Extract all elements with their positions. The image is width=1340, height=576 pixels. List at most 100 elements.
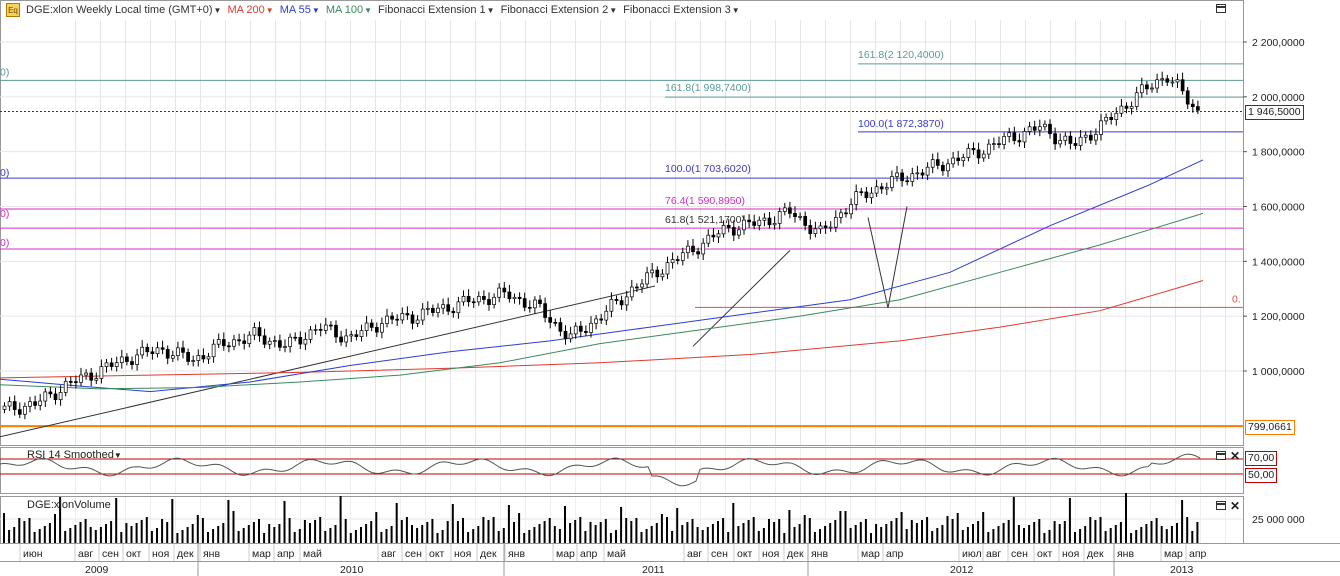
candle-body	[482, 296, 486, 300]
volume-bar	[1053, 521, 1056, 543]
candle-body	[879, 186, 884, 190]
volume-bar	[161, 519, 164, 543]
candle-body	[930, 159, 935, 168]
volume-bar	[462, 518, 464, 543]
volume-bar	[956, 513, 959, 543]
volume-bar	[467, 532, 470, 543]
volume-bar	[166, 522, 169, 543]
fib3-label: Fibonacci Extension 3	[623, 4, 731, 16]
volume-bar	[951, 519, 954, 543]
volume-bar	[105, 524, 107, 543]
candle-body	[833, 217, 838, 228]
volume-bar	[268, 524, 271, 543]
volume-bar	[283, 501, 286, 543]
ma200-menu[interactable]: MA 200▼	[227, 4, 273, 16]
candle-body	[961, 157, 966, 162]
candle-body	[946, 163, 950, 172]
volume-bar	[273, 527, 276, 543]
exchange-logo-icon[interactable]: Eq	[6, 3, 20, 17]
candle-body	[502, 287, 507, 293]
volume-bar	[727, 532, 730, 543]
month-label: ноя	[454, 548, 471, 560]
fib-left-label-a: 0)	[0, 66, 9, 78]
month-label: ноя	[1062, 548, 1079, 560]
symbol-menu[interactable]: DGE:xlon Weekly Local time (GMT+0)▼	[26, 4, 221, 16]
volume-bar	[518, 513, 521, 543]
candle-body	[313, 328, 318, 331]
year-label: 2013	[1170, 564, 1194, 576]
candle-body	[1124, 105, 1129, 109]
ma55-line	[0, 159, 1204, 393]
month-label: окт	[429, 548, 445, 560]
volume-bar	[1028, 525, 1031, 543]
close-volume-pane-icon[interactable]: ✕	[1230, 499, 1241, 513]
volume-bar	[977, 521, 980, 543]
volume-bar	[421, 525, 424, 543]
candle-body	[1048, 123, 1052, 135]
candle-body	[1150, 87, 1154, 90]
month-label: сен	[102, 548, 119, 560]
candle-body	[262, 335, 267, 345]
maximize-rsi-pane-button[interactable]	[1216, 451, 1226, 460]
close-rsi-pane-icon[interactable]: ✕	[1230, 449, 1241, 463]
fib1-menu[interactable]: Fibonacci Extension 1▼	[378, 4, 495, 16]
volume-bar	[895, 518, 898, 543]
month-label: май	[607, 548, 626, 560]
candle-body	[1139, 84, 1144, 94]
candle-body	[777, 211, 782, 224]
volume-bar	[309, 523, 311, 543]
maximize-main-pane-button[interactable]	[1216, 4, 1226, 13]
candle-body	[1160, 78, 1165, 81]
dropdown-arrow-icon: ▼	[731, 6, 740, 15]
volume-bar	[813, 532, 816, 543]
candle-body	[170, 355, 175, 359]
month-label: апр	[277, 548, 295, 560]
maximize-volume-pane-button[interactable]	[1216, 501, 1226, 510]
volume-bar	[564, 506, 566, 543]
dropdown-arrow-icon: ▼	[113, 451, 122, 460]
volume-bar	[278, 524, 281, 543]
volume-bar	[839, 511, 842, 543]
volume-bar	[69, 528, 72, 543]
volume-bar	[599, 522, 602, 543]
candle-body	[1190, 103, 1195, 107]
volume-bar	[344, 519, 347, 543]
candle-body	[900, 172, 904, 182]
candle-body	[1165, 78, 1170, 83]
year-label: 2010	[340, 564, 364, 576]
volume-bar	[660, 514, 663, 543]
rsi-title-menu[interactable]: RSI 14 Smoothed▼	[27, 449, 122, 461]
ma55-menu[interactable]: MA 55▼	[280, 4, 320, 16]
volume-bar	[961, 530, 964, 543]
fib3-menu[interactable]: Fibonacci Extension 3▼	[623, 4, 740, 16]
rsi-line	[0, 453, 1201, 487]
candle-body	[798, 216, 802, 218]
candle-body	[680, 252, 685, 261]
candle-body	[788, 207, 792, 214]
candle-body	[650, 269, 655, 274]
candle-body	[925, 166, 930, 176]
candle-body	[905, 180, 910, 183]
candle-body	[227, 345, 231, 348]
fib2-menu[interactable]: Fibonacci Extension 2▼	[501, 4, 618, 16]
month-label: апр	[1189, 548, 1207, 560]
month-label: авг	[986, 548, 1001, 560]
ma100-menu[interactable]: MA 100▼	[326, 4, 372, 16]
volume-bar	[8, 530, 11, 543]
candle-body	[553, 321, 558, 324]
volume-bar	[982, 512, 985, 543]
volume-bar	[263, 533, 266, 543]
rsi-lower-tag: 50,00	[1245, 468, 1278, 483]
candle-body	[675, 259, 680, 261]
volume-bar	[477, 526, 480, 543]
candle-body	[1185, 90, 1190, 105]
volume-bar	[28, 518, 31, 543]
volume-bar	[64, 531, 67, 543]
candle-body	[415, 319, 420, 324]
candle-body	[441, 304, 445, 309]
candle-body	[374, 327, 379, 333]
volume-bar	[752, 517, 755, 543]
candle-body	[635, 286, 639, 289]
candle-body	[701, 242, 706, 255]
